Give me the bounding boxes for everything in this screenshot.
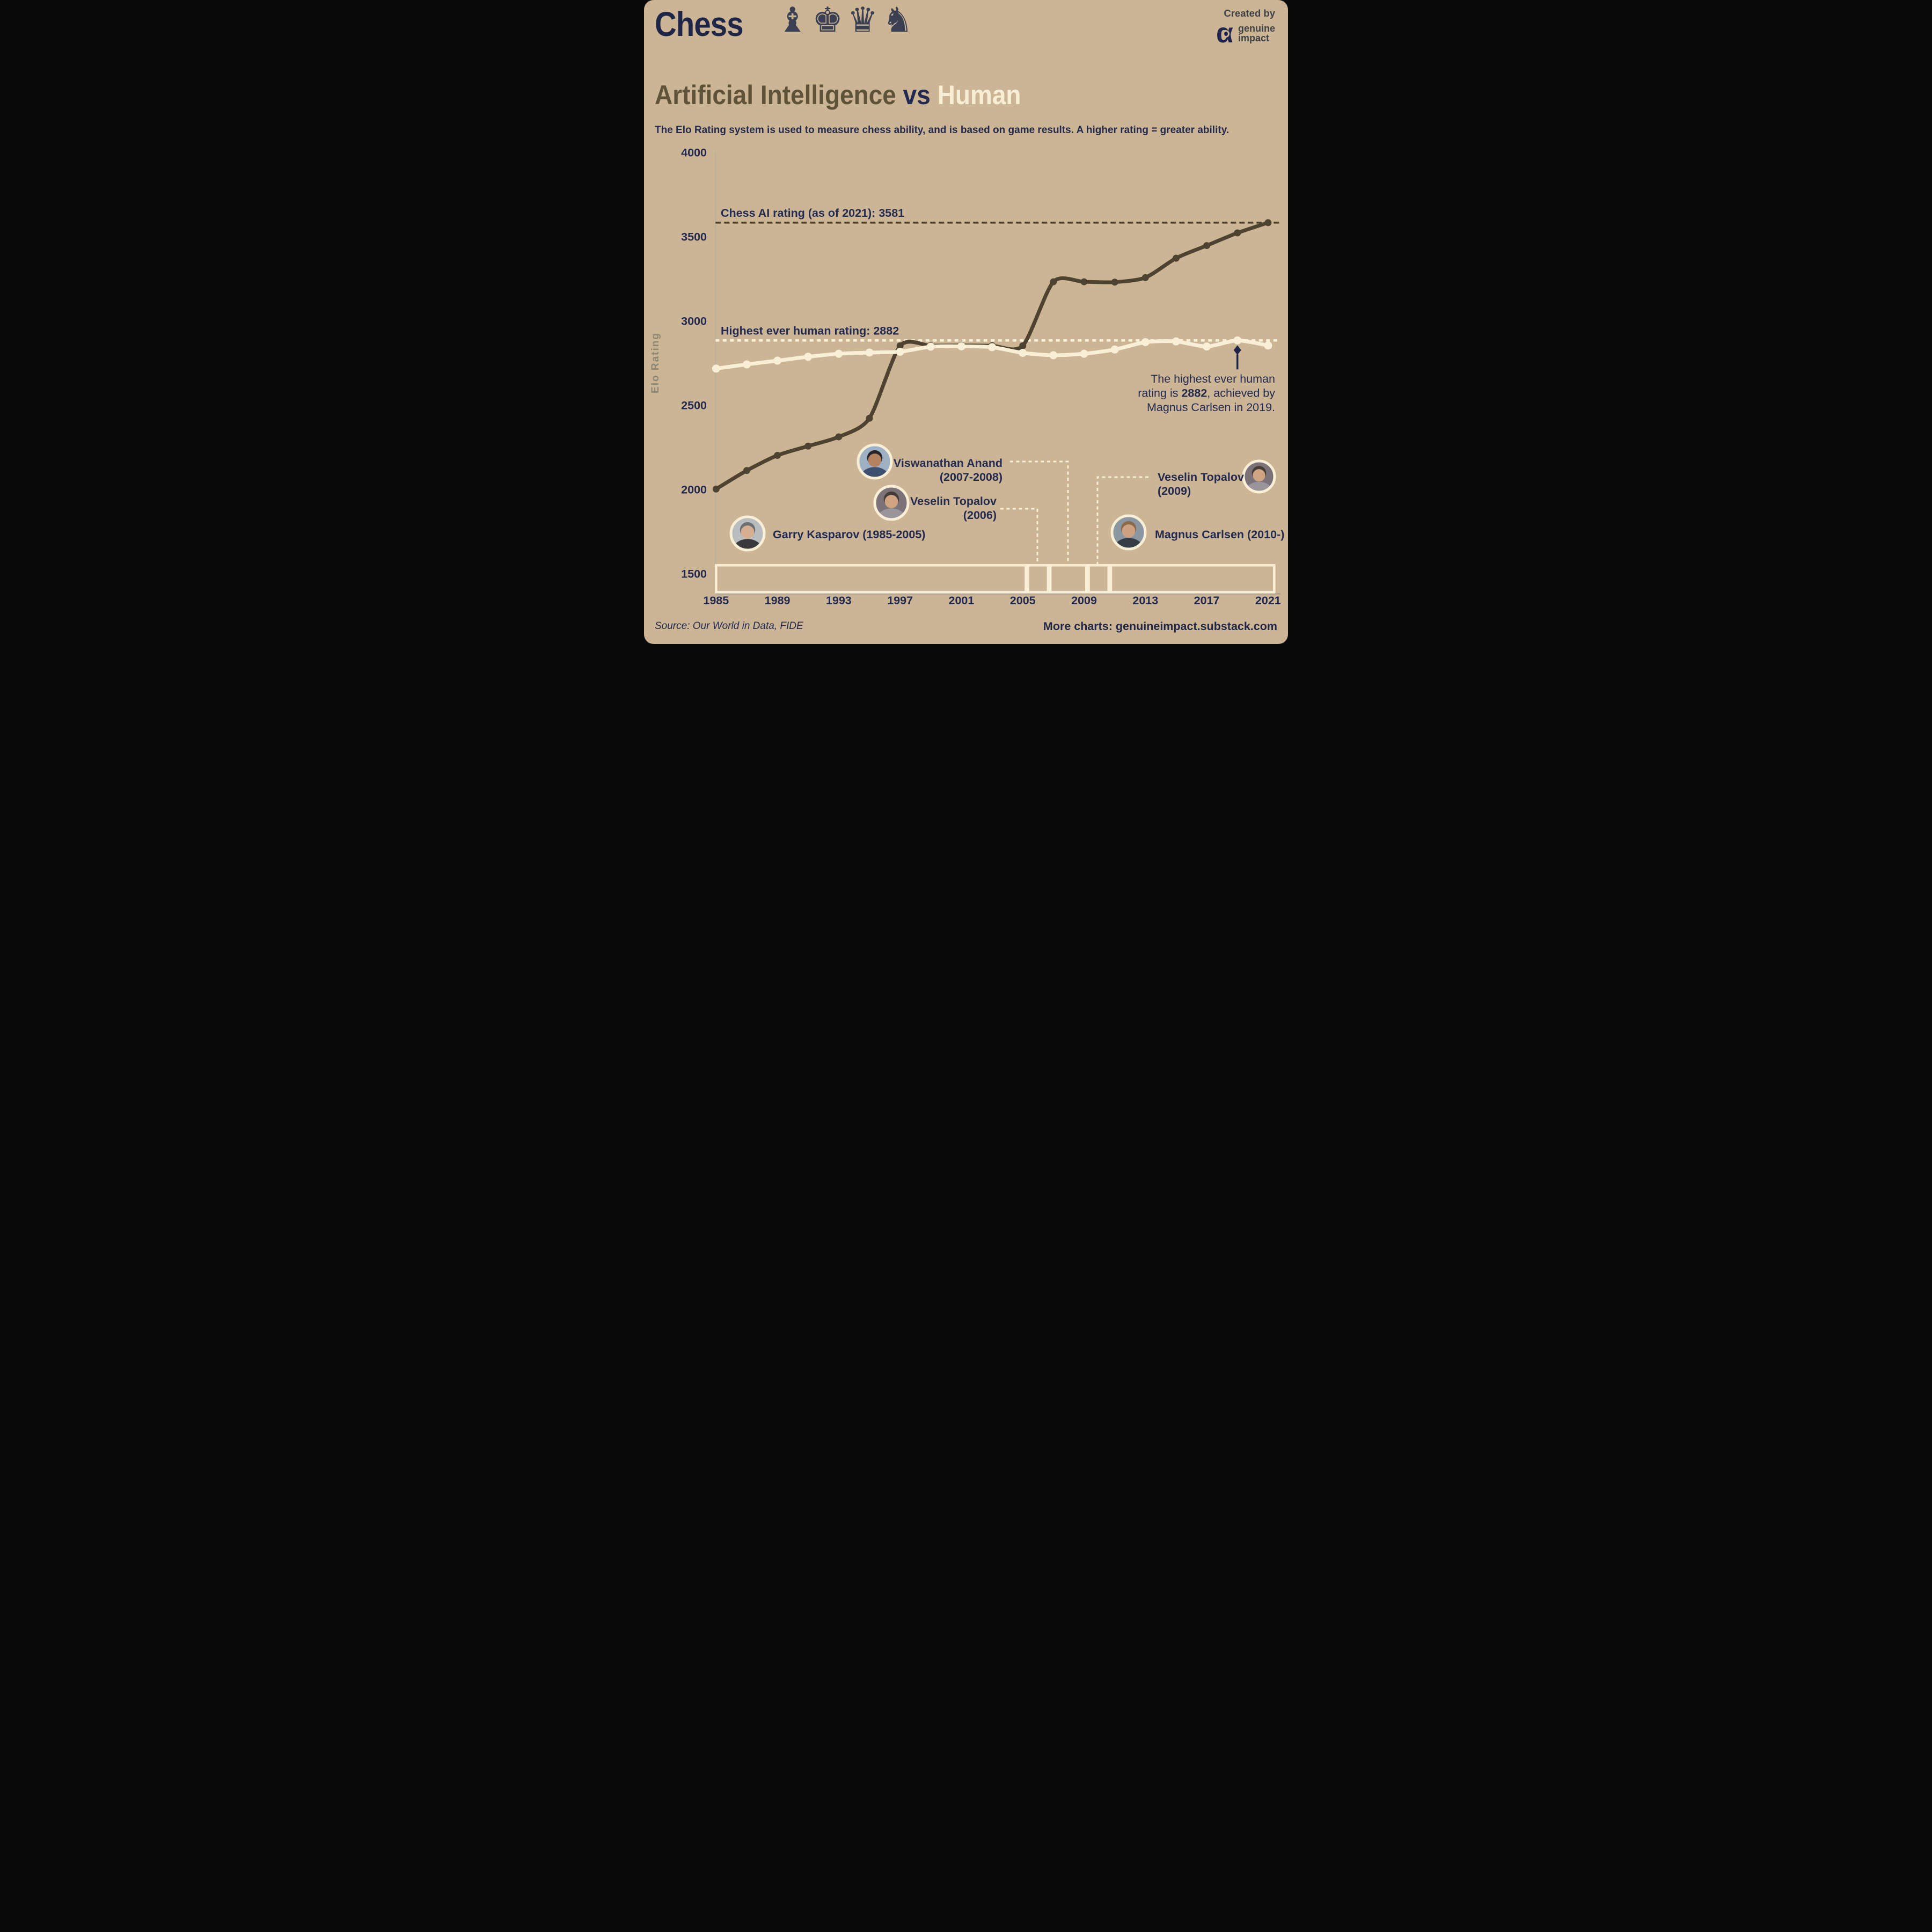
champion-label-kasparov: Garry Kasparov (1985-2005) [773, 528, 925, 541]
data-point-chess-ai [774, 452, 781, 459]
champion-label-topalov-2009: Veselin Topalov [1158, 471, 1244, 484]
x-tick-label: 1997 [887, 594, 913, 607]
subtitle-ai: Artificial Intelligence [655, 80, 903, 110]
more-charts-link[interactable]: More charts: genuineimpact.substack.com [1043, 620, 1277, 633]
timeline-bar-magnus-carlsen [1109, 564, 1276, 594]
x-tick-label: 1989 [765, 594, 791, 607]
y-tick-label: 3000 [681, 314, 707, 327]
brand-name: genuine impact [1238, 24, 1275, 43]
champion-label-topalov-2006: (2006) [963, 509, 997, 522]
data-point-human [804, 353, 813, 361]
champion-label-anand: (2007-2008) [940, 471, 1002, 484]
data-point-chess-ai [1111, 279, 1118, 286]
data-point-chess-ai [804, 442, 812, 450]
data-point-chess-ai [1203, 242, 1211, 250]
source-note: Source: Our World in Data, FIDE [655, 620, 803, 632]
leader-line-topalov-2006 [1000, 508, 1038, 564]
y-tick-label: 1500 [681, 567, 707, 580]
champion-label-topalov-2006: Veselin Topalov [910, 495, 997, 508]
champion-photo-topalov-2006 [873, 485, 910, 521]
data-point-human [712, 364, 720, 373]
data-point-human [1110, 345, 1119, 354]
data-point-chess-ai [1050, 278, 1057, 286]
data-point-human [1203, 342, 1211, 351]
x-tick-label: 2001 [949, 594, 975, 607]
data-point-human [1080, 349, 1088, 358]
data-point-chess-ai [712, 485, 720, 493]
data-point-chess-ai [866, 414, 873, 422]
brand-line-1: genuine [1238, 23, 1275, 34]
chart-subtitle: Artificial Intelligence vs Human [655, 79, 1021, 111]
champion-label-carlsen: Magnus Carlsen (2010-) [1155, 528, 1284, 541]
annotation-text: rating is 2882, achieved by [1138, 387, 1275, 400]
data-point-chess-ai [896, 342, 904, 349]
genuine-impact-logo-icon: α [1216, 19, 1233, 47]
x-tick-label: 2013 [1132, 594, 1158, 607]
data-point-human [773, 356, 782, 365]
champion-photo-topalov-2009 [1242, 459, 1276, 494]
x-tick-label: 2009 [1071, 594, 1097, 607]
poster: Chess ♝♚♛♞ Created by α genuine impact A… [644, 0, 1288, 644]
created-by-label: Created by [1224, 8, 1275, 19]
chart-description: The Elo Rating system is used to measure… [655, 125, 1230, 136]
timeline-bar-garry-kasparov [715, 564, 1027, 594]
y-tick-label: 3500 [681, 230, 707, 243]
data-point-human [1049, 351, 1058, 360]
timeline-bar-veselin-topalov [1027, 564, 1050, 594]
data-point-chess-ai [1141, 274, 1149, 281]
data-point-chess-ai [1019, 342, 1027, 349]
champion-photo-anand [857, 443, 893, 480]
brand-block: α genuine impact [1216, 19, 1275, 47]
reference-label-human-record: Highest ever human rating: 2882 [721, 324, 899, 337]
x-tick-label: 1993 [826, 594, 852, 607]
y-tick-label: 2500 [681, 399, 707, 412]
elo-line-chart: 4000 3500 3000 2500 2000 1500 1985 1989 1993 1997… [650, 146, 1284, 607]
data-point-chess-ai [1234, 229, 1241, 237]
data-point-human [957, 342, 965, 350]
annotation-text: The highest ever human [1151, 372, 1275, 385]
brand-line-2: impact [1238, 32, 1270, 43]
annotation-text: Magnus Carlsen in 2019. [1147, 401, 1275, 414]
y-tick-label: 4000 [681, 146, 707, 159]
data-point-chess-ai [1264, 219, 1272, 226]
data-point-chess-ai [1080, 278, 1088, 286]
x-tick-label: 2021 [1255, 594, 1281, 607]
data-point-chess-ai [835, 433, 843, 441]
champion-photo-carlsen [1110, 514, 1147, 551]
x-tick-label: 2005 [1010, 594, 1036, 607]
data-point-human [1141, 338, 1150, 346]
data-point-human [1233, 336, 1242, 345]
champion-label-anand: Viswanathan Anand [894, 457, 1002, 470]
data-point-human [1172, 337, 1180, 346]
leader-line-anand [1010, 460, 1069, 564]
data-point-human [865, 348, 874, 357]
annotation-arrow-head [1233, 345, 1241, 355]
data-point-chess-ai [743, 467, 750, 474]
leader-line-topalov-2009 [1096, 476, 1148, 564]
y-tick-label: 2000 [681, 483, 707, 496]
data-point-chess-ai [1172, 254, 1180, 262]
data-point-human [988, 343, 997, 352]
data-point-human [1264, 341, 1272, 350]
x-tick-label: 2017 [1194, 594, 1220, 607]
reference-label-ai-record: Chess AI rating (as of 2021): 3581 [721, 207, 904, 219]
page-title: Chess [655, 5, 744, 43]
timeline-bar-viswanathan-anand [1049, 564, 1088, 594]
data-point-human [742, 360, 751, 369]
data-point-human [835, 349, 843, 358]
x-tick-label: 1985 [703, 594, 729, 607]
subtitle-human: Human [937, 80, 1021, 110]
y-axis-title: Elo Rating [650, 332, 661, 393]
champion-photo-kasparov [729, 515, 766, 552]
series-line-chess-ai [714, 221, 1270, 491]
timeline-bar-veselin-topalov [1087, 564, 1110, 594]
data-point-human [896, 347, 904, 356]
data-point-human [1019, 349, 1027, 357]
champion-label-topalov-2009: (2009) [1158, 485, 1191, 497]
chess-pieces-icon: ♝♚♛♞ [777, 1, 918, 39]
logo-eye-icon [1222, 30, 1230, 38]
subtitle-vs: vs [903, 80, 938, 110]
data-point-human [926, 342, 935, 351]
